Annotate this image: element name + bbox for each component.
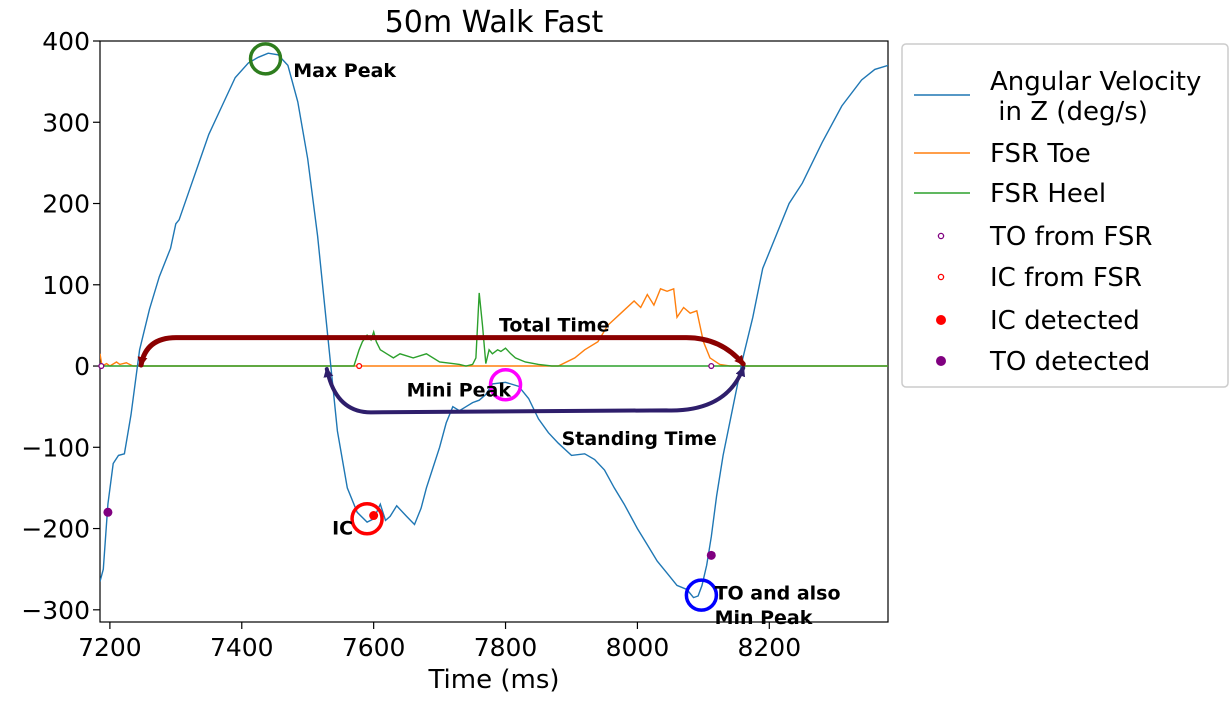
annotation-mini-peak: Mini Peak [407,379,512,401]
point-to-from-fsr [98,362,105,370]
x-tick-label: 7800 [474,633,538,662]
point-ic-detected [369,511,379,521]
legend: Angular Velocity in Z (deg/s) FSR Toe FSR … [901,43,1229,388]
legend-label-to-detected: TO detected [989,347,1150,377]
annotation-min-peak: Min Peak [715,607,813,629]
x-tick-label: 7200 [78,633,142,662]
x-tick-label: 7400 [210,633,274,662]
y-tick-label: 0 [74,352,90,381]
annotation-ic: IC [332,518,353,540]
y-tick-label: 400 [42,27,90,56]
total-time-arrow [137,335,746,368]
x-tick-label: 8200 [737,633,801,662]
plot-area [99,40,889,623]
y-tick-label: −100 [21,433,90,462]
standing-time-arrow [323,366,746,415]
point-to-detected [103,507,113,517]
x-axis: 7200 7400 7600 7800 8000 8200 [78,622,801,662]
annotation-circle-to-and-also [684,578,719,612]
series-line-fsr-heel [100,292,888,367]
legend-label-fsr-toe: FSR Toe [990,139,1091,169]
x-axis-title: Time (ms) [427,665,559,695]
y-tick-label: 300 [42,108,90,137]
y-axis: 400 300 200 100 0 −100 −200 −300 [21,27,100,625]
legend-swatch-to-from-fsr [937,232,945,240]
point-ic-from-fsr [356,362,363,370]
legend-label-ic-detected: IC detected [990,306,1140,336]
x-tick-label: 8000 [606,633,670,662]
annotation-circle-max-peak [248,42,283,76]
y-tick-label: −200 [21,515,90,544]
series-line-angular-velocity-in-z-deg-s [100,52,888,599]
legend-swatch-to-detected [936,356,946,366]
legend-label-angular-velocity-in-z-deg-s: Angular Velocity in Z (deg/s) [990,67,1201,127]
annotation-total-time: Total Time [499,314,610,336]
point-to-detected [706,550,716,560]
annotation-circle-ic [350,502,384,536]
arrow-layer [137,335,746,415]
legend-frame [901,43,1229,388]
point-to-from-fsr [708,362,715,370]
annotation-standing-time: Standing Time [562,428,717,450]
y-tick-label: 100 [42,271,90,300]
legend-swatch-ic-detected [936,315,946,325]
plot-frame [99,40,889,623]
legend-label-to-from-fsr: TO from FSR [989,222,1152,252]
x-tick-label: 7600 [342,633,406,662]
annotation-max-peak: Max Peak [293,60,396,82]
legend-swatch-ic-from-fsr [937,273,945,281]
legend-label-fsr-heel: FSR Heel [990,179,1106,209]
series-layer [98,52,888,599]
y-tick-label: −300 [21,596,90,625]
chart-title: 50m Walk Fast [385,5,604,40]
y-tick-label: 200 [42,190,90,219]
legend-label-ic-from-fsr: IC from FSR [990,263,1142,293]
series-line-fsr-toe [100,287,888,368]
annotation-to-and-also: TO and also [715,583,841,605]
annotation-circle-mini-peak [488,367,523,402]
